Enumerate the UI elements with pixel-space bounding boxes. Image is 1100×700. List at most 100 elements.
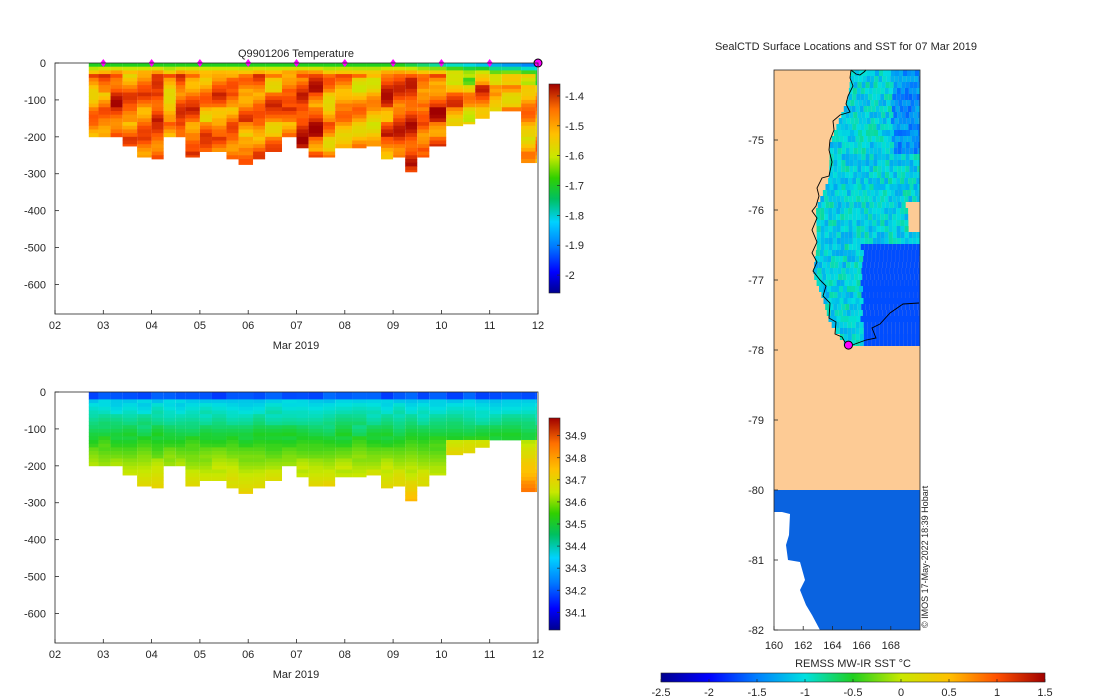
sst-cell (910, 100, 915, 106)
sst-cell (860, 196, 865, 202)
profile-cell (185, 81, 200, 86)
sst-cell (861, 166, 866, 172)
sst-cell (845, 148, 850, 154)
profile-cell (137, 129, 152, 134)
sst-cell (906, 130, 910, 136)
profile-cell (151, 107, 164, 112)
profile-cell (253, 447, 266, 452)
profile-cell (185, 439, 200, 445)
profile-cell (352, 99, 367, 104)
profile-cell (282, 85, 297, 90)
sst-cell (895, 286, 899, 292)
sst-cell (864, 232, 869, 238)
profile-cell (185, 473, 200, 478)
profile-cell (211, 144, 227, 149)
profile-cell (265, 88, 283, 93)
profile-cell (501, 85, 522, 90)
profile-cell (110, 114, 123, 119)
profile-cell (110, 107, 123, 112)
profile-cell (98, 74, 111, 79)
profile-cell (265, 476, 283, 481)
profile-cell (366, 454, 382, 459)
profile-cell (308, 458, 324, 463)
sst-cell (853, 184, 858, 190)
profile-cell (175, 85, 186, 90)
sst-cell (849, 112, 854, 118)
profile-cell (110, 74, 123, 79)
sst-cell (840, 208, 845, 214)
profile-cell (323, 103, 336, 108)
sst-cell (911, 298, 916, 304)
profile-cell (211, 77, 227, 82)
sst-cell (864, 196, 869, 202)
sst-cell (823, 250, 828, 256)
sst-cell (874, 130, 878, 136)
profile-cell (185, 63, 200, 68)
sst-cell (868, 280, 873, 286)
sst-cell (823, 298, 828, 304)
sst-cell (864, 238, 869, 244)
sst-cell (862, 76, 867, 82)
profile-cell (296, 392, 309, 397)
profile-cell (282, 88, 297, 93)
profile-cell (489, 417, 502, 422)
profile-cell (199, 473, 212, 478)
x-tick-label: 12 (532, 649, 544, 661)
profile-cell (137, 122, 152, 127)
profile-cell (521, 63, 536, 68)
sst-cell (814, 262, 819, 268)
profile-cell (282, 125, 297, 130)
profile-cell (122, 110, 138, 116)
profile-cell (521, 487, 536, 493)
sst-cell (842, 190, 847, 196)
profile-cell (463, 436, 476, 441)
sst-cell (898, 310, 903, 316)
profile-cell (163, 451, 176, 456)
sst-cell (919, 286, 920, 292)
profile-cell (163, 118, 176, 123)
profile-cell (308, 118, 324, 123)
sst-cell (850, 310, 855, 316)
sst-cell (867, 286, 871, 292)
profile-cell (535, 417, 537, 422)
sst-cell (903, 334, 908, 340)
sst-cell (880, 208, 885, 214)
sst-cell (901, 166, 906, 172)
sst-cell (906, 274, 911, 280)
sst-cell (872, 316, 877, 322)
sst-cell (879, 106, 884, 112)
profile-cell (151, 92, 164, 97)
profile-cell (446, 399, 464, 404)
profile-cell (405, 110, 418, 116)
profile-cell (137, 155, 152, 158)
sst-cell (853, 172, 858, 178)
sst-cell (884, 238, 889, 244)
profile-cell (352, 70, 367, 75)
sst-cell (909, 304, 914, 310)
profile-cell (137, 465, 152, 470)
profile-cell (366, 458, 382, 463)
profile-cell (185, 77, 200, 82)
profile-cell (535, 77, 537, 82)
sst-cell (865, 82, 870, 88)
sst-cell (863, 286, 867, 292)
profile-cell (151, 469, 164, 474)
profile-cell (110, 118, 123, 123)
sst-cell (880, 94, 885, 100)
sst-cell (845, 166, 850, 172)
sst-cell (906, 76, 911, 82)
profile-cell (265, 66, 283, 71)
profile-cell (335, 421, 353, 426)
profile-cell (253, 439, 266, 445)
profile-cell (393, 81, 406, 86)
profile-cell (535, 395, 537, 400)
sst-cell (863, 334, 868, 340)
profile-cell (211, 476, 227, 481)
profile-cell (405, 125, 418, 130)
sst-cell (891, 70, 895, 76)
profile-cell (226, 406, 239, 411)
sst-colorbar-tick-label: 1.5 (1037, 687, 1052, 699)
profile-cell (226, 439, 239, 445)
sst-cell (916, 244, 920, 250)
sst-cell (887, 298, 892, 304)
